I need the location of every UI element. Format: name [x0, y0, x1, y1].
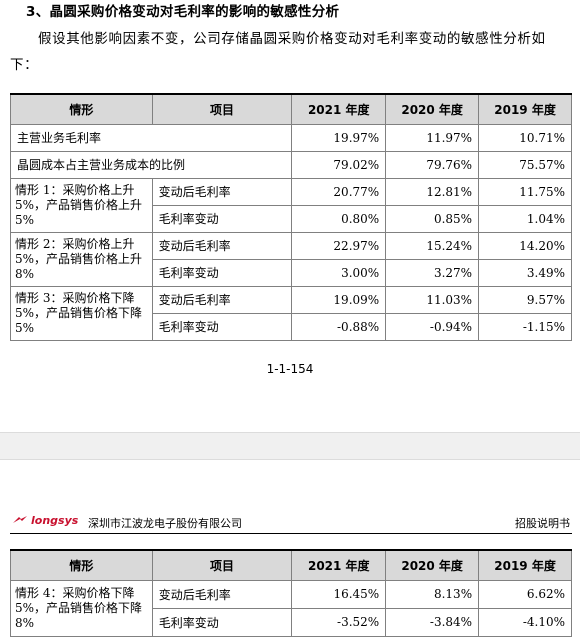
- cell-2021: 79.02%: [291, 150, 387, 179]
- scenario-label: 情形 1：采购价格上升 5%，产品销售价格上升 5%: [10, 177, 153, 233]
- sensitivity-table: 情形 项目 2021 年度 2020 年度 2019 年度 主营业务毛利率 19…: [9, 93, 572, 341]
- cell-2021: 0.80%: [291, 204, 387, 233]
- table-row: 毛利率变动 3.00% 3.27% 3.49%: [11, 258, 572, 287]
- cell-2019: 3.49%: [478, 258, 572, 287]
- header-scenario: 情形: [10, 549, 153, 581]
- cell-2020: 12.81%: [385, 177, 480, 206]
- cell-2020: -0.94%: [385, 312, 480, 341]
- row-item: 毛利率变动: [151, 312, 293, 341]
- row-item: 变动后毛利率: [151, 285, 293, 314]
- cell-2019: 6.62%: [478, 579, 572, 609]
- cell-2020: 79.76%: [385, 150, 480, 179]
- cell-2021: 19.97%: [291, 123, 387, 152]
- cell-2020: 11.97%: [385, 123, 480, 152]
- cell-2019: 1.04%: [478, 204, 572, 233]
- cell-2019: 11.75%: [478, 177, 572, 206]
- row-item: 毛利率变动: [151, 258, 293, 287]
- row-item: 毛利率变动: [151, 204, 293, 233]
- page-number: 1-1-154: [266, 362, 314, 376]
- header-item: 项目: [151, 549, 293, 581]
- table-row: 毛利率变动 -3.52% -3.84% -4.10%: [11, 607, 572, 637]
- cell-2021: 22.97%: [291, 231, 387, 260]
- header-2021: 2021 年度: [291, 549, 387, 581]
- document-page-bottom: longsys 深圳市江波龙电子股份有限公司 招股说明书 情形 项目 2021 …: [0, 460, 580, 640]
- cell-2021: 19.09%: [291, 285, 387, 314]
- row-label: 主营业务毛利率: [9, 123, 293, 152]
- row-item: 变动后毛利率: [151, 231, 293, 260]
- header-2020: 2020 年度: [385, 549, 480, 581]
- cell-2019: -1.15%: [478, 312, 572, 341]
- header-2020: 2020 年度: [385, 93, 480, 125]
- cell-2020: -3.84%: [385, 607, 480, 637]
- cell-2020: 15.24%: [385, 231, 480, 260]
- document-page-top: 3、晶圆采购价格变动对毛利率的影响的敏感性分析 假设其他影响因素不变，公司存储晶…: [9, 4, 572, 376]
- cell-2021: 20.77%: [291, 177, 387, 206]
- document-name: 招股说明书: [515, 517, 570, 530]
- section-title: 3、晶圆采购价格变动对毛利率的影响的敏感性分析: [26, 4, 340, 20]
- header-2019: 2019 年度: [478, 93, 572, 125]
- cell-2021: 3.00%: [291, 258, 387, 287]
- table-row: 主营业务毛利率 19.97% 11.97% 10.71%: [9, 123, 572, 152]
- row-item: 变动后毛利率: [151, 579, 293, 609]
- cell-2019: 10.71%: [478, 123, 572, 152]
- table-row: 情形 1：采购价格上升 5%，产品销售价格上升 5% 变动后毛利率 20.77%…: [10, 177, 572, 233]
- logo-text: longsys: [31, 514, 79, 527]
- cell-2019: -4.10%: [478, 607, 572, 637]
- table-header-row: 情形 项目 2021 年度 2020 年度 2019 年度: [10, 93, 572, 125]
- table-header-row: 情形 项目 2021 年度 2020 年度 2019 年度: [10, 549, 572, 581]
- table-row: 情形 2：采购价格上升 5%，产品销售价格上升 8% 变动后毛利率 22.97%…: [10, 231, 572, 287]
- header-item: 项目: [151, 93, 293, 125]
- table-row: 晶圆成本占主营业务成本的比例 79.02% 79.76% 75.57%: [9, 150, 572, 179]
- cell-2019: 75.57%: [478, 150, 572, 179]
- longsys-logo-icon: [13, 516, 27, 523]
- row-label: 晶圆成本占主营业务成本的比例: [9, 150, 293, 179]
- sensitivity-table-continued: 情形 项目 2021 年度 2020 年度 2019 年度 情形 4：采购价格下…: [10, 549, 572, 637]
- table-row: 毛利率变动 0.80% 0.85% 1.04%: [11, 204, 572, 233]
- scenario-label: 情形 4：采购价格下降 5%，产品销售价格下降 8%: [10, 579, 153, 637]
- row-item: 毛利率变动: [151, 607, 293, 637]
- cell-2019: 9.57%: [478, 285, 572, 314]
- cell-2019: 14.20%: [478, 231, 572, 260]
- table-row: 情形 4：采购价格下降 5%，产品销售价格下降 8% 变动后毛利率 16.45%…: [10, 579, 572, 637]
- page-gap: [0, 432, 580, 460]
- cell-2021: 16.45%: [291, 579, 387, 609]
- scenario-label: 情形 2：采购价格上升 5%，产品销售价格上升 8%: [10, 231, 153, 287]
- scenario-label: 情形 3：采购价格下降 5%，产品销售价格下降 5%: [10, 285, 153, 341]
- cell-2020: 3.27%: [385, 258, 480, 287]
- intro-paragraph: 假设其他影响因素不变，公司存储晶圆采购价格变动对毛利率变动的敏感性分析如下：: [10, 31, 546, 73]
- company-logo: longsys: [12, 514, 78, 527]
- running-header: longsys 深圳市江波龙电子股份有限公司 招股说明书: [10, 512, 572, 534]
- row-item: 变动后毛利率: [151, 177, 293, 206]
- header-scenario: 情形: [10, 93, 153, 125]
- cell-2021: -3.52%: [291, 607, 387, 637]
- cell-2021: -0.88%: [291, 312, 387, 341]
- header-2021: 2021 年度: [291, 93, 387, 125]
- header-2019: 2019 年度: [478, 549, 572, 581]
- company-name: 深圳市江波龙电子股份有限公司: [88, 517, 242, 530]
- cell-2020: 8.13%: [385, 579, 480, 609]
- cell-2020: 11.03%: [385, 285, 480, 314]
- table-row: 情形 3：采购价格下降 5%，产品销售价格下降 5% 变动后毛利率 19.09%…: [10, 285, 572, 341]
- table-row: 毛利率变动 -0.88% -0.94% -1.15%: [11, 312, 572, 341]
- cell-2020: 0.85%: [385, 204, 480, 233]
